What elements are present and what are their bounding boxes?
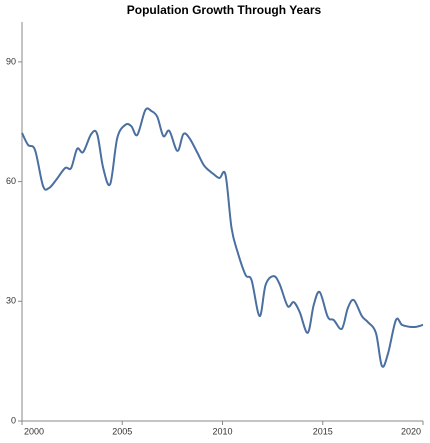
line-series xyxy=(21,107,424,368)
y-tick-label: 30 xyxy=(6,296,16,306)
x-tick-label: 2000 xyxy=(24,426,44,436)
y-tick-label: 0 xyxy=(11,415,16,425)
x-tick-label: 2010 xyxy=(212,426,232,436)
y-tick-label: 90 xyxy=(6,56,16,66)
x-tick-label: 2020 xyxy=(401,426,421,436)
x-tick-label: 2015 xyxy=(313,426,333,436)
y-tick-label: 60 xyxy=(6,176,16,186)
x-tick-label: 2005 xyxy=(112,426,132,436)
chart-title: Population Growth Through Years xyxy=(127,3,322,17)
